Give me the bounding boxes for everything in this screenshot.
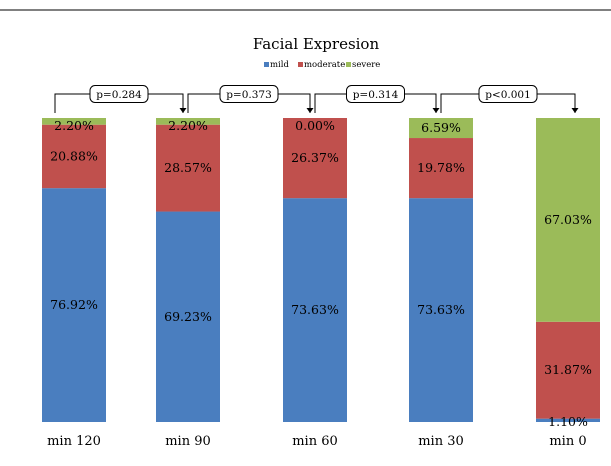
data-label-moderate: 28.57% bbox=[164, 160, 212, 175]
data-label-moderate: 20.88% bbox=[50, 148, 98, 163]
x-tick-label: min 60 bbox=[292, 434, 338, 449]
data-label-mild: 73.63% bbox=[291, 302, 339, 317]
data-label-moderate: 19.78% bbox=[417, 160, 465, 175]
data-label-moderate: 26.37% bbox=[291, 150, 339, 165]
p-value-box bbox=[89, 85, 149, 103]
x-tick-label: min 30 bbox=[418, 434, 464, 449]
data-label-severe: 67.03% bbox=[544, 212, 592, 227]
p-value-label: p=0.284 bbox=[96, 89, 142, 101]
data-label-mild: 76.92% bbox=[50, 297, 98, 312]
arrowhead-icon bbox=[432, 108, 440, 113]
legend: mild moderate severe bbox=[264, 60, 380, 70]
data-label-mild: 1.10% bbox=[548, 414, 588, 429]
bar-segment-severe bbox=[156, 118, 220, 125]
arrowhead-icon bbox=[179, 108, 187, 113]
bar-segment-moderate bbox=[283, 118, 347, 199]
x-axis-ticks: min 120 min 90 min 60 min 30 min 0 bbox=[47, 434, 587, 449]
bar-segment-mild bbox=[409, 198, 473, 422]
p-value-label: p=0.373 bbox=[226, 89, 272, 101]
bar-segment-moderate bbox=[536, 321, 600, 419]
chart-title: Facial Expresion bbox=[253, 35, 380, 53]
legend-swatch-severe bbox=[346, 62, 351, 67]
data-label-mild: 69.23% bbox=[164, 309, 212, 324]
x-tick-label: min 90 bbox=[165, 434, 211, 449]
legend-swatch-mild bbox=[264, 62, 269, 67]
data-label-severe: 0.00% bbox=[295, 118, 335, 133]
legend-swatch-moderate bbox=[298, 62, 303, 67]
bar-segment-moderate bbox=[156, 124, 220, 212]
data-label-severe: 2.20% bbox=[54, 118, 94, 133]
bar-segment-mild bbox=[42, 188, 106, 422]
arrowhead-icon bbox=[571, 108, 579, 113]
data-label-severe: 6.59% bbox=[421, 120, 461, 135]
bar-segment-severe bbox=[409, 118, 473, 139]
bar-segment-severe bbox=[42, 118, 106, 125]
bar-segment-moderate bbox=[42, 124, 106, 189]
bars bbox=[42, 118, 600, 422]
x-tick-label: min 120 bbox=[47, 434, 101, 449]
bar-segment-mild bbox=[156, 211, 220, 422]
bar-segment-severe bbox=[536, 118, 600, 322]
legend-label-mild: mild bbox=[270, 60, 289, 70]
p-value-label: p<0.001 bbox=[485, 89, 531, 101]
p-value-box bbox=[219, 85, 279, 103]
bar-segment-moderate bbox=[409, 138, 473, 199]
segment-labels: 76.92% 20.88% 2.20% 69.23% 28.57% 2.20% 73.63%… bbox=[50, 118, 592, 429]
p-value-label: p=0.314 bbox=[353, 89, 399, 101]
p-value-box bbox=[478, 85, 538, 103]
legend-label-severe: severe bbox=[352, 60, 380, 70]
legend-label-moderate: moderate bbox=[304, 60, 345, 70]
data-label-mild: 73.63% bbox=[417, 302, 465, 317]
data-label-severe: 2.20% bbox=[168, 118, 208, 133]
x-tick-label: min 0 bbox=[549, 434, 586, 449]
data-label-moderate: 31.87% bbox=[544, 362, 592, 377]
p-value-box bbox=[346, 85, 405, 103]
arrowhead-icon bbox=[306, 108, 314, 113]
bar-segment-mild bbox=[283, 198, 347, 422]
comparison-annotations: p=0.284 p=0.373 p=0.314 p<0.001 bbox=[54, 85, 579, 113]
bar-segment-mild bbox=[536, 418, 600, 422]
